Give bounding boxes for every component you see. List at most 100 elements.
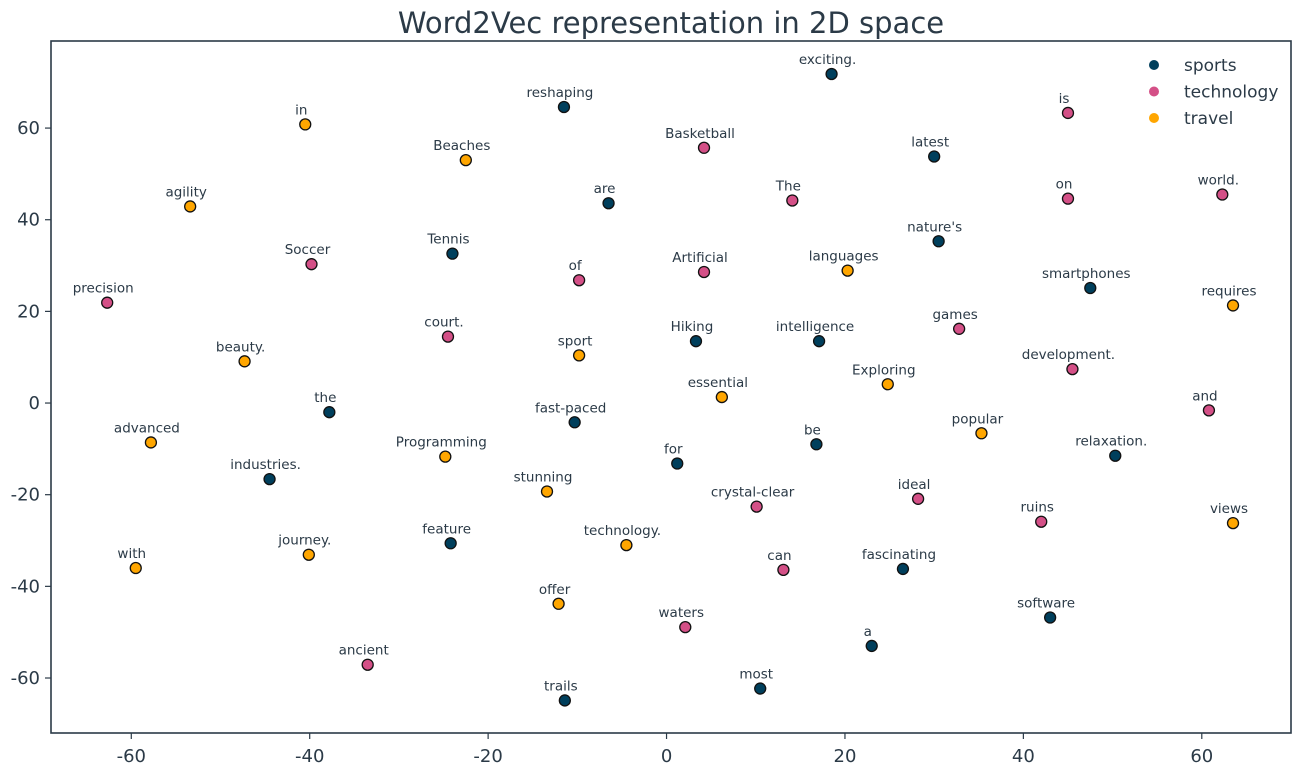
- data-point-travel: [881, 378, 894, 391]
- data-label: the: [314, 390, 336, 406]
- data-label: world.: [1198, 173, 1239, 189]
- data-point-technology: [750, 500, 763, 513]
- data-label: views: [1210, 501, 1248, 517]
- data-point-sports: [1109, 449, 1122, 462]
- data-label: technology.: [584, 523, 661, 539]
- legend-marker-technology: [1149, 86, 1159, 97]
- data-label: Beaches: [433, 138, 490, 154]
- data-point-technology: [786, 194, 799, 207]
- y-tick-label: -60: [11, 668, 40, 689]
- data-label: Artificial: [672, 250, 728, 266]
- data-label: precision: [73, 281, 134, 297]
- x-tick-label: 20: [834, 746, 857, 767]
- data-point-travel: [129, 561, 142, 575]
- x-tick-label: -20: [473, 746, 502, 767]
- data-point-sports: [263, 472, 276, 486]
- data-point-sports: [928, 150, 941, 163]
- y-tick-label: 40: [17, 210, 40, 231]
- data-label: fast-paced: [535, 400, 606, 416]
- data-label: and: [1192, 388, 1217, 404]
- data-label: for: [664, 442, 683, 458]
- data-point-sports: [444, 537, 457, 550]
- data-point-sports: [689, 335, 703, 348]
- data-point-travel: [552, 597, 565, 610]
- data-label: Tennis: [426, 232, 469, 248]
- y-tick-label: -20: [11, 485, 40, 506]
- axis-ticks: -60 -40 -20 0 20 40 60 -60 -40 -20 0 20 40 60: [11, 118, 1214, 767]
- data-label: fascinating: [862, 547, 936, 563]
- data-point-sports: [754, 682, 767, 695]
- data-point-travel: [620, 538, 633, 552]
- data-point-technology: [305, 258, 318, 271]
- data-label: of: [569, 258, 583, 274]
- chart-title: Word2Vec representation in 2D space: [398, 6, 944, 40]
- data-label: are: [594, 181, 616, 197]
- data-label: advanced: [114, 420, 180, 436]
- data-point-technology: [441, 330, 455, 343]
- data-point-travel: [439, 450, 452, 463]
- data-point-sports: [812, 335, 826, 348]
- data-label: Hiking: [671, 319, 714, 335]
- x-tick-label: 40: [1012, 746, 1035, 767]
- legend-marker-sports: [1149, 60, 1159, 70]
- data-label: ruins: [1020, 500, 1053, 516]
- data-label: Basketball: [665, 126, 735, 142]
- data-label: Exploring: [852, 362, 916, 378]
- legend-label: travel: [1184, 109, 1233, 129]
- data-point-technology: [952, 322, 966, 335]
- data-label: relaxation.: [1075, 434, 1147, 450]
- data-point-travel: [1226, 516, 1240, 530]
- data-label: beauty.: [216, 339, 265, 355]
- data-point-travel: [238, 355, 251, 368]
- data-label: ideal: [898, 477, 931, 493]
- data-point-sports: [602, 197, 615, 210]
- data-point-sports: [1084, 281, 1097, 295]
- data-point-sports: [1043, 611, 1057, 624]
- data-point-sports: [865, 639, 878, 653]
- data-label: agility: [165, 184, 206, 200]
- data-point-travel: [459, 154, 472, 167]
- legend-label: technology: [1184, 83, 1278, 103]
- data-label: trails: [544, 678, 578, 694]
- data-label: reshaping: [527, 85, 594, 101]
- data-point-sports: [558, 694, 571, 707]
- data-label: games: [932, 307, 977, 323]
- data-label: popular: [952, 411, 1004, 427]
- data-point-sports: [896, 562, 910, 576]
- data-label: software: [1017, 596, 1075, 612]
- data-point-technology: [911, 492, 925, 505]
- data-point-sports: [446, 247, 459, 260]
- data-label: is: [1059, 91, 1070, 107]
- data-point-sports: [323, 406, 336, 419]
- data-label: on: [1056, 177, 1073, 193]
- data-label: feature: [422, 521, 471, 537]
- x-tick-label: -40: [295, 746, 324, 767]
- data-point-travel: [841, 264, 854, 277]
- data-point-technology: [777, 563, 790, 577]
- y-tick-label: 20: [17, 301, 40, 322]
- data-point-travel: [975, 427, 988, 440]
- y-tick-label: 0: [29, 393, 40, 414]
- data-point-technology: [697, 265, 711, 279]
- data-point-technology: [361, 658, 374, 671]
- data-label: nature's: [907, 219, 962, 235]
- legend-label: sports: [1184, 56, 1237, 76]
- data-point-technology: [1202, 404, 1216, 417]
- data-label: in: [295, 102, 307, 118]
- data-point-travel: [144, 436, 158, 449]
- data-points: [101, 67, 1240, 707]
- data-label: journey.: [277, 533, 331, 549]
- data-label: a: [864, 624, 872, 640]
- data-point-sports: [671, 457, 684, 470]
- data-point-travel: [540, 485, 554, 498]
- data-point-technology: [572, 274, 586, 287]
- data-label: Programming: [396, 435, 487, 451]
- data-point-travel: [302, 548, 315, 561]
- data-point-travel: [184, 200, 197, 213]
- data-point-technology: [1216, 188, 1229, 201]
- data-point-sports: [557, 100, 571, 114]
- data-label: offer: [539, 582, 571, 598]
- data-label: exciting.: [799, 52, 856, 68]
- data-label: with: [117, 546, 146, 562]
